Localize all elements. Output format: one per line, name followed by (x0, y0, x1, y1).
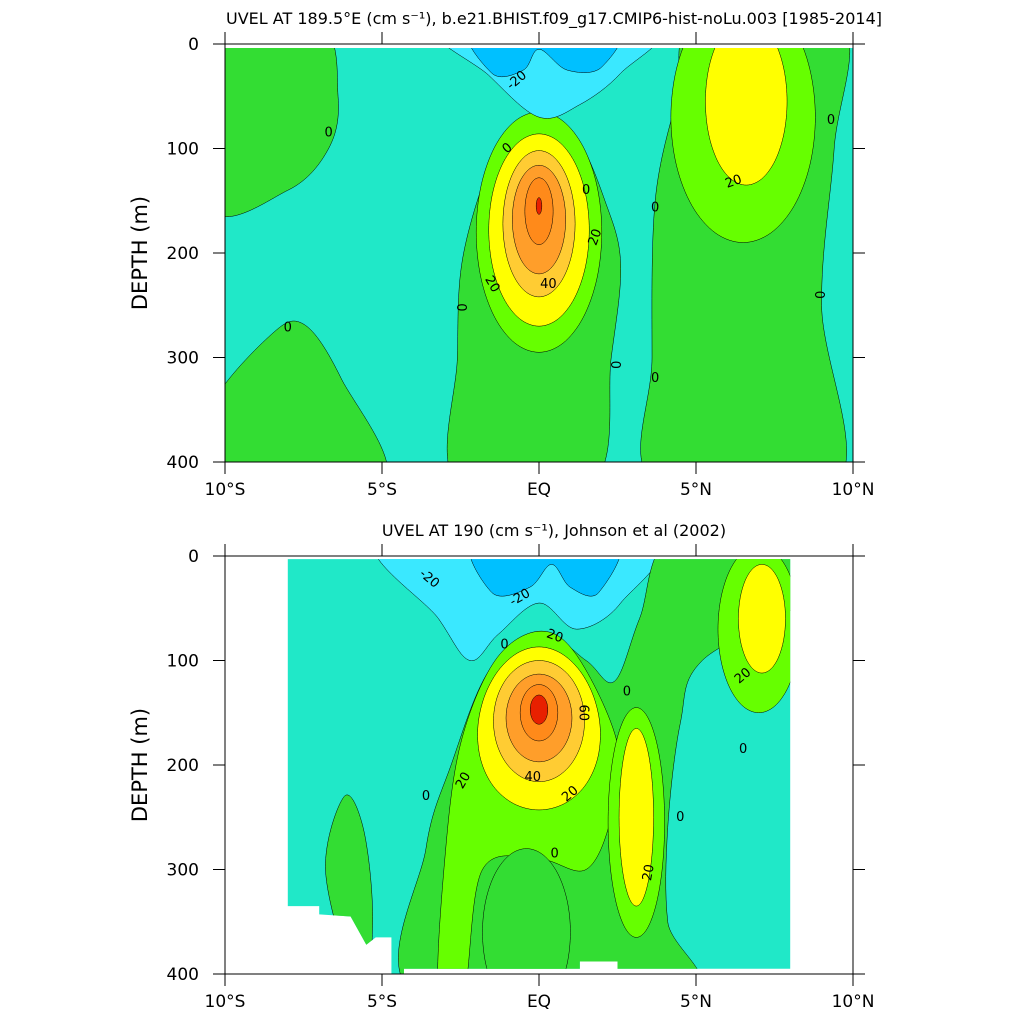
contour-label: 40 (524, 770, 541, 785)
x-tick-label: 10°S (205, 992, 246, 1012)
contour-label: 20 (481, 273, 502, 295)
contour-label: 20 (723, 172, 744, 192)
y-tick-label: 0 (188, 547, 199, 567)
contour-region (738, 564, 786, 674)
contour-region (482, 848, 571, 974)
contour-label: 0 (551, 846, 559, 861)
y-tick-label: 100 (167, 652, 199, 672)
x-tick-label: 5°N (680, 992, 712, 1012)
y-tick-label: 400 (167, 965, 199, 985)
contour-label: 20 (544, 627, 565, 647)
panel: -20-200000002020202020406001002003004001… (128, 521, 875, 1012)
contour-label: 20 (453, 770, 474, 792)
y-tick-label: 400 (167, 453, 199, 473)
contour-label: 0 (739, 742, 747, 757)
contour-region (529, 694, 549, 725)
contour-label: 20 (640, 863, 658, 882)
contour-region (535, 197, 543, 215)
contour-field (287, 559, 791, 974)
chart-title: UVEL AT 189.5°E (cm s⁻¹), b.e21.BHIST.f0… (226, 9, 882, 29)
y-tick-label: 100 (167, 140, 199, 160)
contour-label: 0 (284, 321, 292, 336)
contour-region (618, 728, 654, 907)
contour-label: 0 (623, 684, 631, 699)
contour-label: 0 (607, 361, 622, 369)
y-tick-label: 300 (167, 349, 199, 369)
contour-region (468, 559, 622, 597)
contour-label: 0 (811, 291, 826, 299)
x-tick-label: 5°N (680, 480, 712, 500)
y-tick-label: 200 (167, 756, 199, 776)
contour-label: 0 (324, 125, 332, 140)
contour-region (471, 48, 618, 78)
contour-label: 0 (422, 789, 430, 804)
contour-label: 0 (582, 183, 590, 198)
y-axis-label: DEPTH (m) (128, 196, 152, 310)
contour-label: 0 (651, 201, 659, 216)
contour-label: 0 (827, 113, 835, 128)
x-tick-label: 10°N (832, 992, 875, 1012)
contour-region (225, 320, 387, 462)
x-tick-label: EQ (527, 480, 551, 500)
contour-region (225, 48, 339, 217)
x-tick-label: EQ (527, 992, 551, 1012)
contour-label: 20 (586, 227, 606, 248)
chart-title: UVEL AT 190 (cm s⁻¹), Johnson et al (200… (382, 521, 726, 540)
contour-label: 40 (540, 277, 557, 292)
y-tick-label: 0 (188, 35, 199, 55)
contour-label: 0 (453, 303, 468, 311)
x-tick-label: 10°S (205, 480, 246, 500)
contour-region (705, 48, 788, 186)
contour-label: 0 (500, 637, 508, 652)
y-axis-label: DEPTH (m) (128, 708, 152, 822)
x-tick-label: 10°N (832, 480, 875, 500)
x-tick-label: 5°S (367, 480, 397, 500)
y-tick-label: 300 (167, 861, 199, 881)
contour-label: 0 (676, 810, 684, 825)
x-tick-label: 5°S (367, 992, 397, 1012)
contour-label: 0 (651, 371, 659, 386)
contour-label: 60 (575, 704, 590, 721)
y-tick-label: 200 (167, 244, 199, 264)
contour-field (225, 48, 853, 462)
